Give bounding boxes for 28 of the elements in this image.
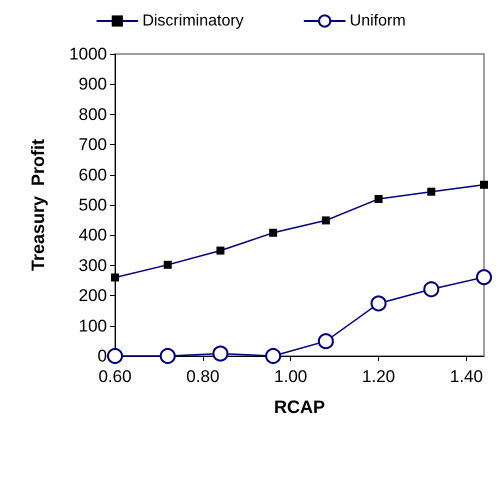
y-axis-title: Treasury Profit	[28, 138, 48, 272]
y-tick-label: 200	[78, 286, 107, 306]
x-axis-title: RCAP	[274, 397, 326, 417]
y-tick-label: 1000	[69, 44, 107, 64]
x-tick-label: 1.20	[362, 367, 396, 386]
legend-label: Uniform	[350, 12, 406, 30]
y-tick-label: 100	[78, 316, 107, 336]
y-tick-label: 0	[98, 346, 107, 366]
point	[476, 269, 492, 286]
point	[370, 295, 387, 312]
point	[423, 281, 440, 298]
x-tick-label: 0.80	[186, 367, 220, 386]
y-tick-label: 800	[78, 104, 107, 124]
point	[212, 346, 228, 362]
x-tick-label: 0.60	[98, 367, 132, 386]
point	[318, 333, 334, 350]
y-tick-label: 600	[78, 165, 107, 184]
y-tick-label: 300	[78, 256, 107, 275]
x-tick-label: 1.00	[274, 367, 308, 386]
y-tick-label: 900	[78, 74, 107, 94]
y-tick-label: 400	[78, 226, 107, 245]
y-tick-label: 500	[78, 196, 107, 214]
legend-label: Discriminatory	[142, 12, 244, 30]
y-tick-label: 700	[78, 135, 107, 154]
point	[265, 348, 282, 364]
point	[160, 348, 176, 364]
x-tick-label: 1.40	[450, 367, 483, 386]
point	[107, 348, 123, 364]
